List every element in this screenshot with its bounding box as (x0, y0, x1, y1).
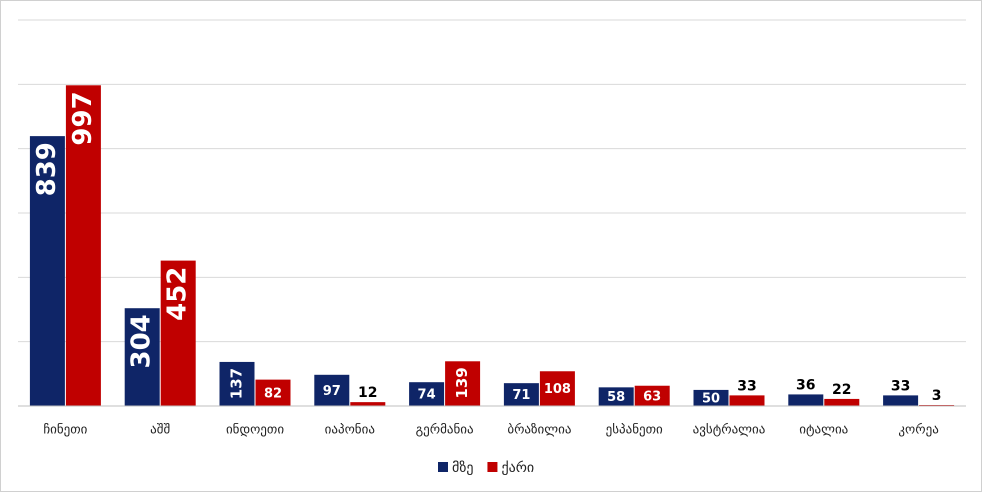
bar (634, 385, 670, 406)
bar (788, 394, 824, 406)
value-label: 139 (453, 367, 471, 398)
value-label: 839 (32, 142, 62, 196)
value-label: 50 (702, 391, 720, 406)
bar (883, 395, 919, 406)
bar (503, 383, 539, 406)
value-label: 36 (796, 377, 815, 393)
legend-swatch (487, 462, 498, 472)
value-label: 3 (932, 388, 942, 404)
legend-swatch (438, 462, 448, 472)
x-tick-label: იტალია (799, 423, 848, 438)
bar (445, 361, 481, 406)
x-tick-label: ჩინეთი (43, 423, 87, 438)
bar (255, 379, 291, 406)
bar (409, 382, 445, 406)
value-label: 74 (418, 388, 436, 403)
x-tick-label: ინდოეთი (226, 423, 284, 438)
value-label: 33 (891, 378, 910, 394)
value-label: 12 (358, 385, 377, 401)
x-tick-label: ბრაზილია (507, 423, 571, 438)
x-tick-label: აშშ (150, 423, 170, 438)
bar (729, 395, 765, 406)
bar (160, 260, 196, 406)
value-label: 997 (68, 91, 98, 145)
legend-label: ქარი (501, 459, 534, 476)
value-label: 22 (832, 382, 851, 398)
x-tick-label: კორეა (898, 423, 938, 438)
bar (219, 361, 255, 406)
bar (350, 402, 386, 406)
value-label: 33 (737, 378, 756, 394)
value-label: 58 (607, 390, 625, 405)
x-tick-label: ავსტრალია (693, 423, 766, 438)
bar (539, 371, 575, 406)
value-label: 82 (264, 386, 282, 401)
value-label: 71 (512, 388, 530, 403)
x-tick-label: იაპონია (325, 423, 375, 438)
bar (29, 136, 65, 406)
bar (693, 389, 729, 406)
bar (314, 374, 350, 406)
value-label: 304 (127, 314, 157, 368)
legend-label: მზე (452, 460, 473, 476)
value-label: 452 (163, 267, 193, 321)
bar (824, 398, 860, 406)
bar (124, 308, 160, 406)
x-tick-label: გერმანია (416, 423, 474, 438)
value-label: 108 (544, 382, 571, 397)
value-label: 97 (323, 384, 341, 399)
bar (598, 387, 634, 406)
value-label: 63 (643, 389, 661, 404)
value-label: 137 (228, 368, 246, 399)
x-tick-label: ესპანეთი (606, 423, 663, 438)
bar (65, 85, 101, 406)
